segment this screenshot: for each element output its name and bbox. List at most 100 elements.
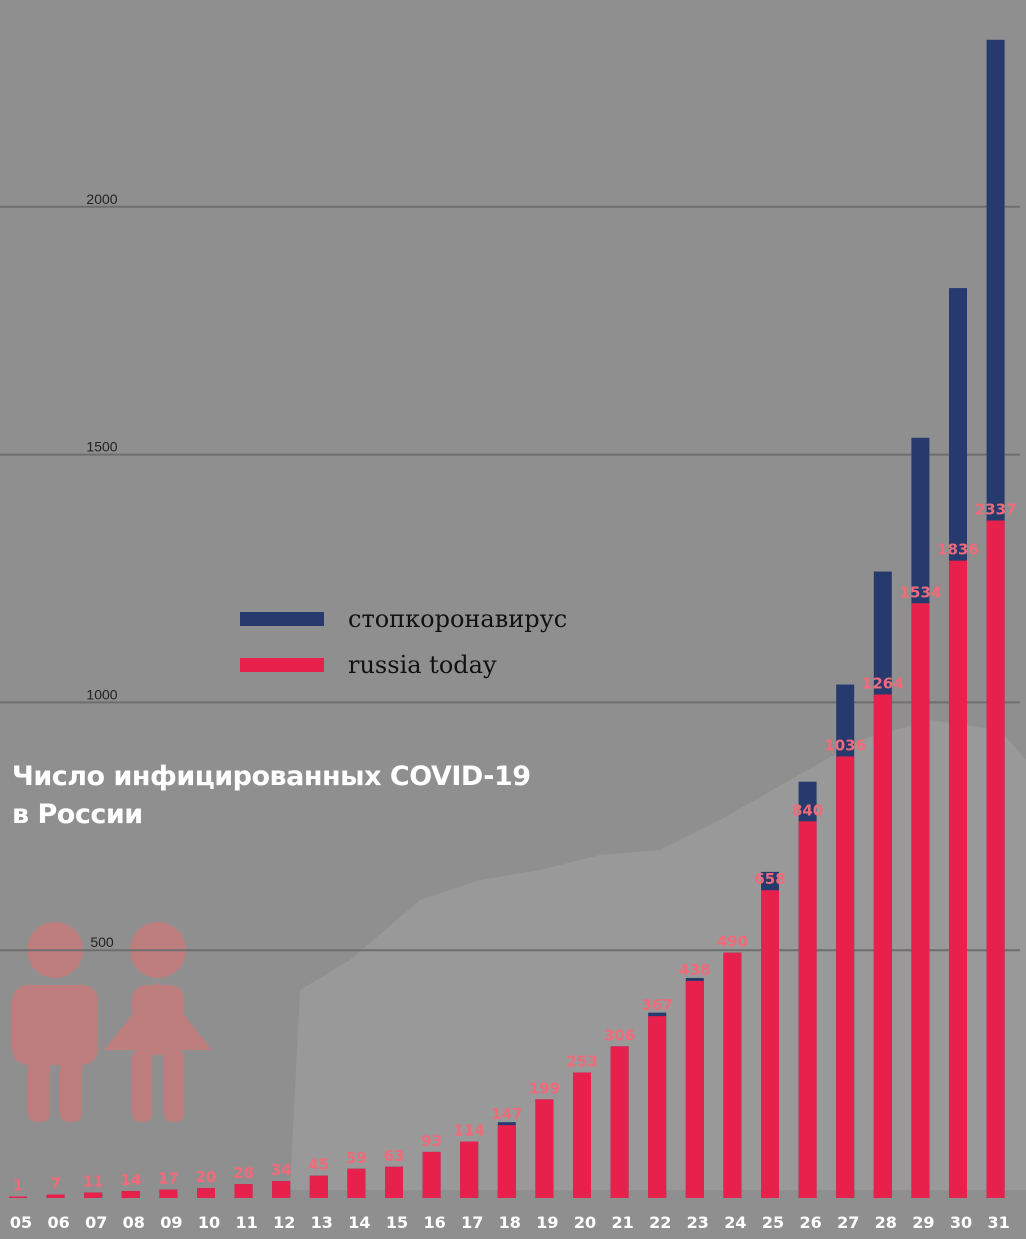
data-label-15: 63 — [384, 1147, 405, 1165]
bar-russia-today-24 — [723, 952, 742, 1198]
y-axis-ticks: 500 1000 1500 2000 — [86, 191, 117, 950]
chart-title-line-2: в России — [12, 799, 143, 830]
legend-swatch-russia-today — [240, 658, 324, 672]
x-tick-label-18: 18 — [499, 1213, 521, 1232]
x-tick-label-14: 14 — [348, 1213, 370, 1232]
data-label-26: 840 — [792, 801, 823, 819]
bar-russia-today-13 — [309, 1175, 328, 1198]
data-label-10: 20 — [196, 1168, 217, 1186]
x-tick-label-09: 09 — [160, 1213, 182, 1232]
data-label-11: 28 — [233, 1164, 254, 1182]
data-label-06: 7 — [50, 1175, 60, 1193]
bar-russia-today-18 — [497, 1125, 516, 1198]
legend: стопкоронавирус russia today — [240, 596, 567, 688]
x-tick-label-10: 10 — [198, 1213, 220, 1232]
bar-russia-today-12 — [272, 1181, 291, 1198]
x-tick-label-22: 22 — [649, 1213, 671, 1232]
x-tick-label-31: 31 — [987, 1213, 1009, 1232]
x-tick-label-25: 25 — [762, 1213, 784, 1232]
bars — [9, 39, 1005, 1199]
data-label-17: 114 — [454, 1122, 485, 1140]
data-label-19: 199 — [529, 1079, 560, 1097]
x-tick-label-12: 12 — [273, 1213, 295, 1232]
data-label-08: 14 — [120, 1171, 141, 1189]
bar-russia-today-15 — [385, 1166, 403, 1198]
x-tick-label-15: 15 — [386, 1213, 408, 1232]
legend-item-stopcoronavirus: стопкоронавирус — [240, 596, 567, 642]
bar-russia-today-17 — [460, 1141, 479, 1198]
bar-russia-today-05 — [9, 1196, 27, 1198]
y-tick-label-1000: 1000 — [86, 686, 117, 702]
person-icon-male — [12, 922, 98, 1122]
bar-russia-today-21 — [610, 1046, 629, 1198]
data-label-23: 438 — [679, 961, 710, 979]
x-tick-label-17: 17 — [461, 1213, 483, 1232]
data-label-14: 59 — [346, 1149, 367, 1167]
data-label-24: 490 — [717, 933, 748, 951]
bar-russia-today-22 — [648, 1016, 667, 1198]
bar-russia-today-30 — [949, 560, 967, 1198]
data-label-05: 1 — [13, 1177, 23, 1195]
x-tick-label-23: 23 — [687, 1213, 709, 1232]
data-label-12: 34 — [271, 1161, 292, 1179]
bar-russia-today-26 — [798, 821, 817, 1198]
data-label-28: 1264 — [862, 674, 904, 692]
y-tick-label-1500: 1500 — [86, 439, 117, 455]
bar-russia-today-25 — [761, 890, 779, 1198]
data-label-09: 17 — [158, 1170, 179, 1188]
bar-russia-today-11 — [234, 1184, 253, 1198]
legend-label-russia-today: russia today — [348, 651, 497, 679]
data-label-21: 306 — [604, 1026, 635, 1044]
bar-russia-today-19 — [535, 1099, 554, 1198]
x-axis-ticks: 05 06 07 08 09 10 11 12 13 14 15 16 17 18 19 20 21 22 23 24… — [10, 1213, 1010, 1232]
x-tick-label-13: 13 — [311, 1213, 333, 1232]
data-label-27: 1036 — [824, 736, 866, 754]
bar-russia-today-10 — [197, 1188, 215, 1198]
x-tick-label-05: 05 — [10, 1213, 32, 1232]
x-tick-label-24: 24 — [724, 1213, 746, 1232]
bar-russia-today-28 — [873, 694, 892, 1198]
x-tick-label-07: 07 — [85, 1213, 107, 1232]
chart-title: Число инфицированных COVID-19 в России — [12, 758, 532, 834]
data-label-25: 658 — [754, 870, 785, 888]
data-label-31: 2337 — [975, 501, 1017, 519]
x-tick-label-19: 19 — [536, 1213, 558, 1232]
bar-russia-today-09 — [159, 1189, 178, 1198]
y-tick-label-2000: 2000 — [86, 191, 117, 207]
legend-swatch-stopcoronavirus — [240, 612, 324, 626]
data-label-20: 253 — [566, 1053, 597, 1071]
x-tick-label-28: 28 — [875, 1213, 897, 1232]
x-tick-label-26: 26 — [799, 1213, 821, 1232]
data-label-16: 93 — [421, 1132, 442, 1150]
x-tick-label-08: 08 — [123, 1213, 145, 1232]
x-tick-label-16: 16 — [423, 1213, 445, 1232]
x-tick-label-20: 20 — [574, 1213, 596, 1232]
bar-russia-today-31 — [986, 520, 1005, 1198]
legend-item-russia-today: russia today — [240, 642, 567, 688]
bar-russia-today-06 — [46, 1194, 65, 1198]
bar-russia-today-08 — [121, 1191, 140, 1198]
x-tick-label-29: 29 — [912, 1213, 934, 1232]
bar-russia-today-07 — [84, 1192, 103, 1198]
legend-label-stopcoronavirus: стопкоронавирус — [348, 605, 568, 633]
person-icon-female — [104, 922, 212, 1122]
x-tick-label-06: 06 — [47, 1213, 69, 1232]
data-label-22: 367 — [642, 996, 673, 1014]
x-tick-label-27: 27 — [837, 1213, 859, 1232]
y-tick-label-500: 500 — [90, 934, 114, 950]
data-labels: 1 7 11 14 17 20 28 34 45 59 6393114147199253306367… — [13, 501, 1017, 1195]
bar-russia-today-27 — [836, 756, 855, 1198]
bar-russia-today-14 — [347, 1168, 366, 1198]
data-label-18: 147 — [491, 1105, 522, 1123]
data-label-07: 11 — [83, 1173, 104, 1191]
bar-russia-today-23 — [685, 980, 704, 1198]
x-tick-label-11: 11 — [235, 1213, 257, 1232]
data-label-29: 1534 — [900, 583, 942, 601]
bar-russia-today-20 — [573, 1072, 591, 1198]
data-label-13: 45 — [308, 1156, 329, 1174]
bar-russia-today-16 — [422, 1151, 441, 1198]
data-label-30: 1836 — [937, 541, 979, 559]
x-tick-label-30: 30 — [950, 1213, 972, 1232]
